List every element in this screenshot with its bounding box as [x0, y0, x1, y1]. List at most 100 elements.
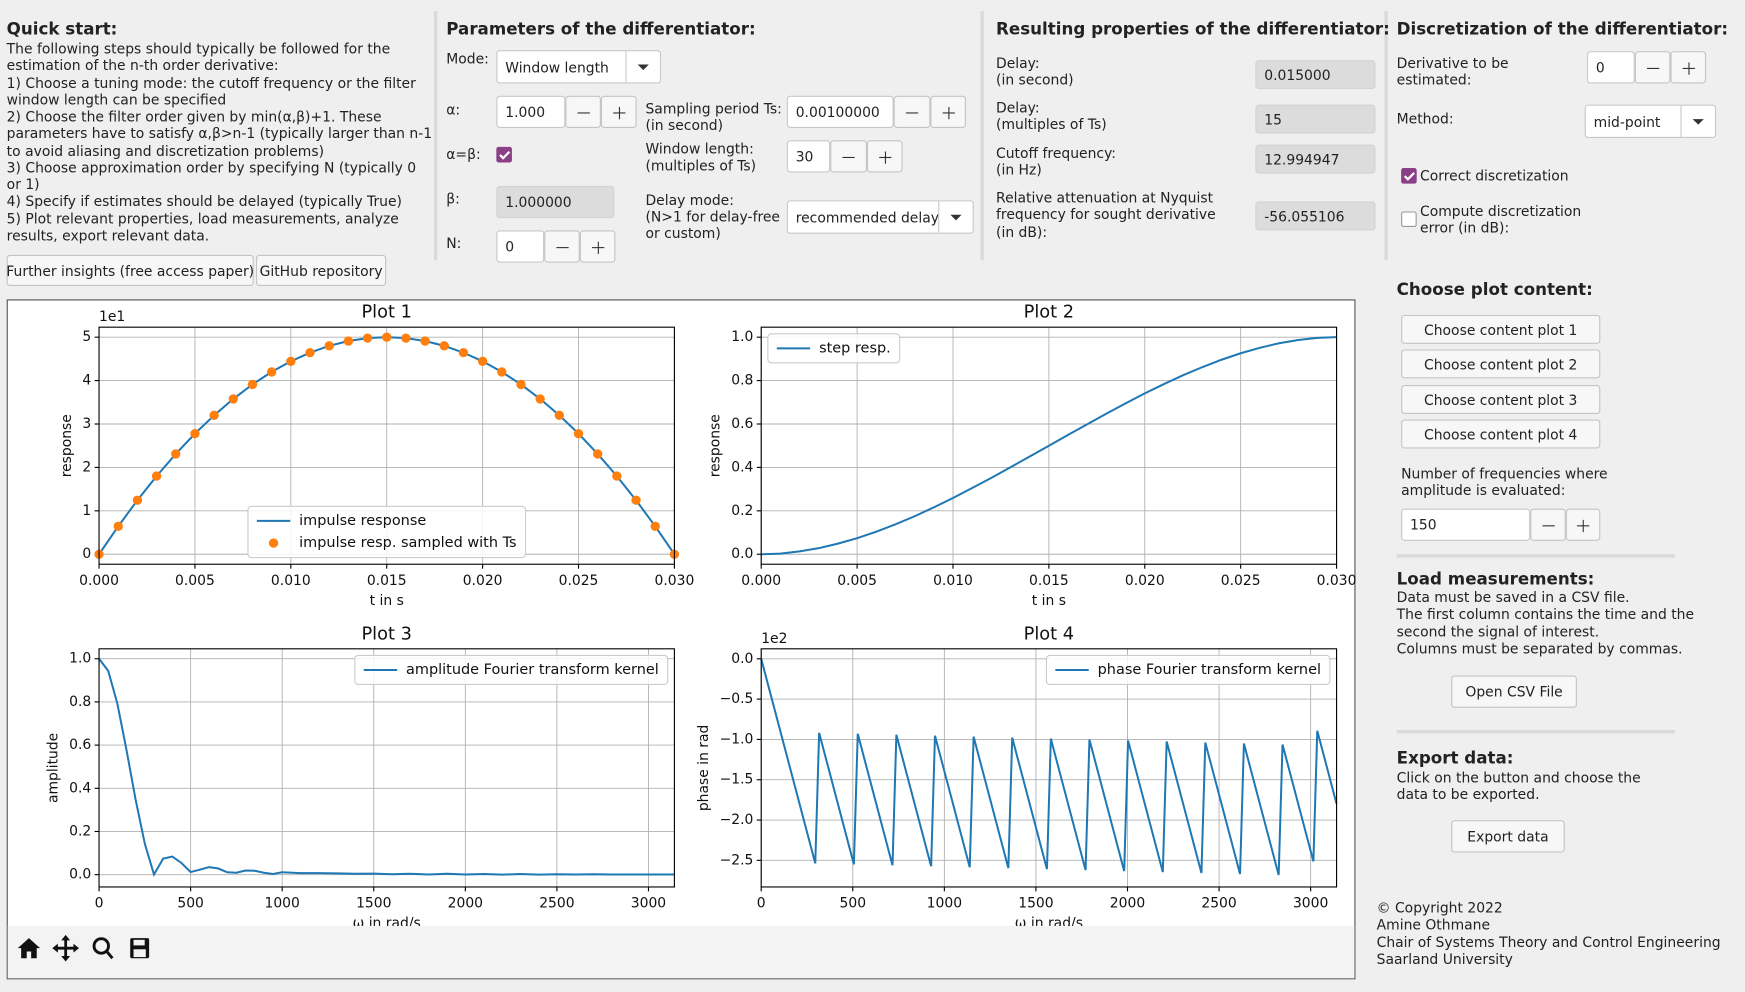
marker	[382, 332, 392, 342]
label: Correct discretization	[1420, 166, 1569, 184]
x-tick-label: 1000	[927, 896, 962, 912]
marker	[228, 394, 238, 404]
input[interactable]: 1.000	[496, 95, 566, 128]
legend-box	[767, 333, 901, 364]
y-tick-label: −1.0	[720, 731, 754, 747]
label: Delay:	[996, 54, 1040, 72]
input[interactable]: 30	[786, 140, 831, 173]
decrement[interactable]	[893, 95, 931, 128]
increment[interactable]	[866, 140, 903, 173]
legend-box	[247, 505, 527, 559]
link-button[interactable]: GitHub repository	[255, 254, 387, 287]
text-line: Click on the button and choose the	[1396, 769, 1641, 786]
checkbox[interactable]	[1401, 211, 1417, 228]
label: Derivative to be	[1396, 54, 1509, 72]
marker	[209, 410, 219, 420]
input[interactable]: 0.00100000	[786, 95, 894, 128]
label: Window length:	[645, 140, 754, 157]
label: frequency for sought derivative	[996, 206, 1216, 223]
label: error (in dB):	[1420, 219, 1510, 236]
legend-label: impulse resp. sampled with Ts	[299, 535, 516, 551]
button[interactable]: Open CSV File	[1451, 675, 1577, 708]
checkbox[interactable]	[496, 146, 512, 163]
button[interactable]: Choose content plot 3	[1401, 385, 1601, 414]
marker	[535, 394, 545, 404]
y-tick-label: 0.6	[731, 416, 753, 432]
y-tick-label: 0.0	[731, 651, 753, 667]
plot-frame	[6, 299, 1356, 980]
button[interactable]: Choose content plot 4	[1401, 419, 1601, 449]
y-axis-label: amplitude	[46, 733, 62, 803]
increment[interactable]	[1670, 51, 1707, 84]
increment[interactable]	[1565, 508, 1601, 541]
text-line: window length can be specified	[6, 90, 227, 108]
increment[interactable]	[579, 230, 616, 263]
dropdown-value: recommended delay	[795, 208, 939, 226]
label: Relative attenuation at Nyquist	[996, 189, 1214, 206]
input[interactable]: 0	[496, 230, 545, 263]
marker	[266, 367, 277, 377]
field-value: -56.055106	[1264, 207, 1345, 225]
y-tick-label: 0.2	[731, 503, 753, 519]
button[interactable]: Choose content plot 1	[1401, 314, 1601, 344]
dropdown[interactable]: Window length	[496, 50, 662, 84]
axes-frame	[760, 326, 1338, 565]
save-icon[interactable]	[130, 938, 150, 959]
zoom-icon[interactable]	[92, 937, 114, 960]
axes-frame	[98, 326, 675, 565]
text-line: Saarland University	[1376, 950, 1513, 967]
marker	[497, 367, 507, 377]
increment[interactable]	[600, 95, 637, 128]
label: (in dB):	[996, 223, 1048, 240]
label: (N>1 for delay-free	[645, 208, 781, 225]
x-tick-label: 500	[840, 896, 867, 912]
label: Sampling period Ts:	[645, 100, 782, 117]
y-tick-label: −0.5	[720, 691, 754, 707]
x-tick-label: 0	[757, 896, 766, 912]
marker	[132, 495, 143, 505]
pan-icon[interactable]	[52, 934, 80, 962]
checkbox[interactable]	[1401, 168, 1417, 184]
label: or custom)	[645, 224, 721, 242]
legend-label: phase Fourier transform kernel	[1098, 662, 1321, 678]
legend-label: amplitude Fourier transform kernel	[406, 662, 659, 678]
marker	[554, 410, 565, 420]
decrement[interactable]	[565, 95, 601, 128]
marker	[593, 449, 603, 459]
y-tick-label: 0.4	[731, 459, 753, 475]
button[interactable]: Export data	[1451, 820, 1565, 853]
y-tick-label: −2.5	[720, 852, 754, 868]
dropdown[interactable]: recommended delay	[786, 200, 974, 234]
decrement[interactable]	[830, 140, 867, 173]
marker	[286, 356, 296, 366]
label: Delay mode:	[645, 191, 734, 209]
x-tick-label: 2500	[539, 896, 574, 912]
label: Mode:	[446, 50, 489, 67]
y-tick-label: 1	[82, 503, 91, 519]
button[interactable]: Choose content plot 2	[1401, 349, 1601, 379]
dropdown[interactable]: mid-point	[1584, 104, 1717, 138]
separator	[434, 11, 438, 261]
axes-frame	[98, 648, 675, 888]
x-tick-label: 0.000	[741, 573, 781, 589]
marker	[439, 341, 449, 351]
input[interactable]: 150	[1401, 508, 1531, 541]
decrement[interactable]	[1634, 51, 1671, 84]
text-line: The following steps should typically be …	[6, 40, 391, 57]
dropdown-value: mid-point	[1593, 112, 1661, 130]
readonly-field: 12.994947	[1255, 144, 1376, 174]
data-line	[760, 658, 1338, 876]
label: Number of frequencies where	[1401, 465, 1608, 482]
label: N:	[446, 234, 462, 252]
marker	[247, 379, 258, 390]
separator	[980, 11, 984, 261]
home-icon[interactable]	[17, 938, 41, 959]
label: α=β:	[446, 145, 481, 163]
input[interactable]: 0	[1586, 51, 1635, 84]
increment[interactable]	[930, 95, 966, 128]
text-line: Chair of Systems Theory and Control Engi…	[1376, 933, 1721, 950]
y-tick-label: 0.0	[731, 546, 753, 562]
x-tick-label: 0.030	[654, 573, 694, 589]
link-button[interactable]: Further insights (free access paper)	[6, 254, 254, 287]
